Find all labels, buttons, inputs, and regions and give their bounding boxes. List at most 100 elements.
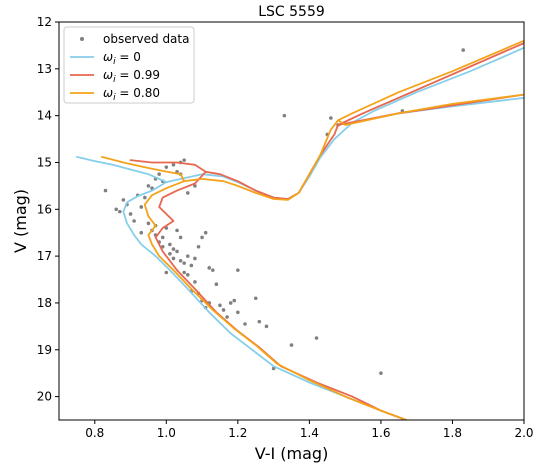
chart-title: LSC 5559 [258, 4, 325, 20]
data-point [168, 251, 172, 256]
data-point [146, 184, 151, 188]
data-point [121, 198, 126, 202]
data-point [182, 158, 186, 162]
data-point [379, 371, 383, 375]
x-axis-label: V-I (mag) [255, 444, 329, 463]
data-point [236, 268, 240, 272]
legend-subscript: i [113, 75, 116, 85]
legend-subscript: i [113, 93, 116, 103]
y-tick-label: 16 [37, 202, 52, 216]
legend-box [63, 26, 195, 104]
data-point [314, 336, 319, 340]
series-line-1 [129, 159, 407, 420]
legend-label: observed data [103, 32, 189, 46]
data-point [282, 113, 287, 118]
y-tick-label: 13 [37, 62, 52, 76]
data-point [253, 296, 258, 301]
data-point [139, 230, 144, 235]
x-tick-label: 0.8 [85, 426, 104, 440]
legend-subscript: i [113, 57, 116, 67]
data-point [178, 235, 183, 240]
x-axis-ticks: 0.8 1.0 1.2 1.4 1.6 1.8 2.0 [85, 420, 534, 440]
plot-frame [58, 21, 525, 421]
data-point [118, 209, 122, 214]
series-line-2 [183, 39, 524, 201]
data-point [257, 319, 262, 324]
y-tick-label: 12 [37, 15, 52, 29]
x-tick-label: 1.6 [371, 426, 390, 440]
data-point [164, 165, 169, 169]
y-axis-label: V (mag) [11, 189, 30, 253]
data-point [171, 247, 176, 251]
data-point [185, 273, 190, 277]
data-point [232, 298, 237, 303]
data-point [175, 228, 179, 233]
data-point [164, 270, 169, 275]
series-line-0 [76, 155, 407, 420]
legend-value: = 0 [116, 50, 141, 64]
x-tick-label: 1.8 [443, 426, 462, 440]
data-point [203, 230, 208, 235]
legend-label: ωi = 0.80 [103, 86, 160, 103]
data-point [132, 219, 136, 223]
y-tick-label: 20 [37, 390, 52, 404]
data-point [193, 280, 197, 284]
data-point [146, 221, 151, 226]
y-tick-label: 19 [37, 343, 52, 357]
y-tick-label: 17 [37, 249, 52, 263]
data-point [211, 268, 215, 272]
data-point [114, 207, 119, 212]
data-point [189, 263, 194, 268]
data-point [243, 322, 247, 326]
y-axis-ticks: 12 13 14 15 16 17 18 19 20 [37, 15, 59, 404]
data-point [218, 303, 222, 308]
data-point [193, 184, 197, 188]
data-point [289, 343, 294, 347]
lines-layer [76, 39, 524, 420]
data-point [264, 324, 269, 329]
data-point [221, 308, 226, 312]
data-point [143, 195, 147, 200]
data-point [207, 266, 212, 270]
data-point [225, 315, 229, 319]
data-point [128, 212, 133, 216]
legend-value: = 0.80 [116, 86, 160, 100]
data-point [193, 256, 197, 261]
legend-value: = 0.99 [116, 68, 160, 82]
data-point [103, 188, 108, 193]
data-point [160, 244, 165, 249]
data-point [139, 205, 144, 209]
data-point [214, 282, 219, 287]
data-point [185, 254, 190, 258]
data-point [182, 261, 186, 265]
series-line-2 [101, 155, 407, 420]
data-point [160, 235, 165, 240]
y-tick-label: 14 [37, 109, 52, 123]
data-point [329, 116, 333, 120]
y-tick-label: 18 [37, 296, 52, 310]
data-point [171, 256, 176, 261]
data-point [157, 172, 161, 176]
data-point [175, 249, 179, 254]
data-point [185, 191, 190, 195]
data-point [461, 48, 465, 52]
x-tick-label: 1.2 [228, 426, 247, 440]
x-tick-label: 1.4 [300, 426, 319, 440]
plot-area [76, 39, 524, 420]
legend-marker [80, 37, 84, 41]
data-point [236, 310, 240, 315]
x-tick-label: 2.0 [514, 426, 533, 440]
data-point [182, 270, 186, 275]
data-point [200, 235, 204, 240]
legend-omega: ω [103, 86, 113, 100]
data-point [168, 242, 172, 247]
legend-omega: ω [103, 68, 113, 82]
data-point [196, 244, 201, 249]
series-line-2 [337, 93, 524, 126]
legend-label: ωi = 0.99 [103, 68, 160, 85]
legend-label: ωi = 0 [103, 50, 141, 67]
legend-omega: ω [103, 50, 113, 64]
